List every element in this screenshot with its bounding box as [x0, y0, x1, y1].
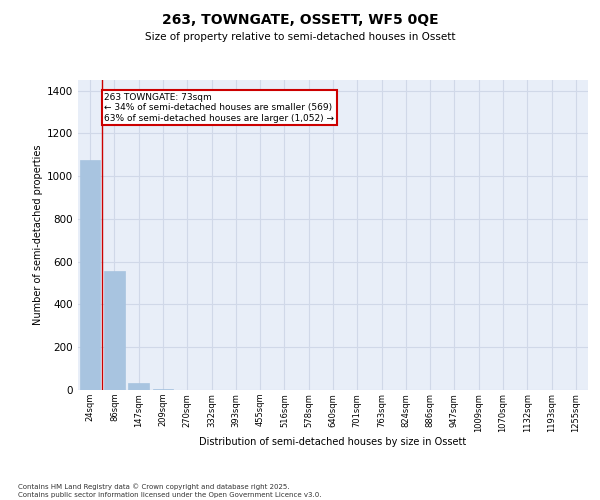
- X-axis label: Distribution of semi-detached houses by size in Ossett: Distribution of semi-detached houses by …: [199, 438, 467, 448]
- Text: Size of property relative to semi-detached houses in Ossett: Size of property relative to semi-detach…: [145, 32, 455, 42]
- Y-axis label: Number of semi-detached properties: Number of semi-detached properties: [33, 145, 43, 325]
- Bar: [104, 272, 125, 390]
- Text: 263 TOWNGATE: 73sqm
← 34% of semi-detached houses are smaller (569)
63% of semi-: 263 TOWNGATE: 73sqm ← 34% of semi-detach…: [104, 93, 334, 122]
- Text: Contains HM Land Registry data © Crown copyright and database right 2025.
Contai: Contains HM Land Registry data © Crown c…: [18, 484, 322, 498]
- Bar: [128, 382, 149, 390]
- Bar: [80, 160, 100, 390]
- Text: 263, TOWNGATE, OSSETT, WF5 0QE: 263, TOWNGATE, OSSETT, WF5 0QE: [161, 12, 439, 26]
